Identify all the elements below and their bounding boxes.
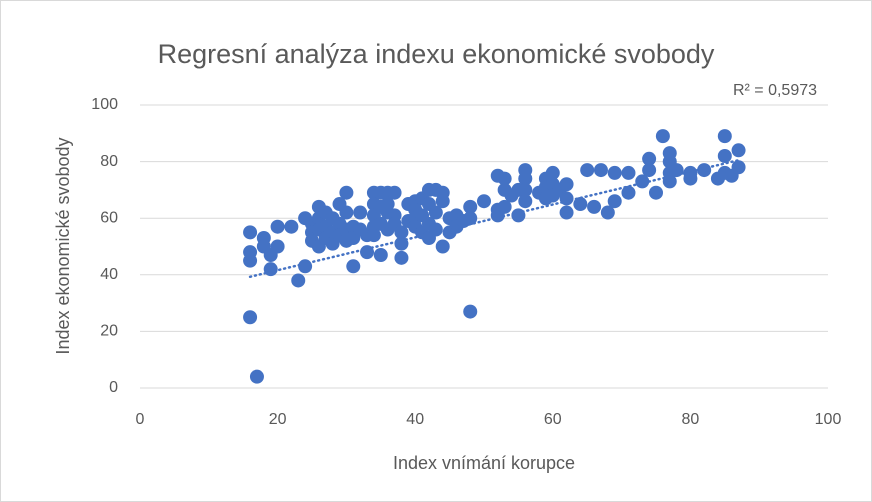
point xyxy=(243,253,258,268)
point xyxy=(559,177,574,192)
point xyxy=(435,194,450,209)
point xyxy=(284,219,299,234)
point xyxy=(463,211,478,226)
point xyxy=(298,259,313,274)
point xyxy=(649,185,663,200)
x-tick-label: 20 xyxy=(269,411,287,428)
point xyxy=(580,163,595,178)
point xyxy=(662,174,677,189)
point xyxy=(717,148,732,163)
point xyxy=(353,205,368,220)
x-tick-label: 100 xyxy=(815,411,842,428)
point xyxy=(463,304,478,319)
point xyxy=(518,171,533,186)
point xyxy=(339,185,354,200)
point xyxy=(593,163,608,178)
point xyxy=(573,197,588,212)
point xyxy=(243,225,258,240)
point xyxy=(373,247,388,262)
point xyxy=(559,205,574,220)
point xyxy=(731,160,746,175)
point xyxy=(435,239,450,254)
trendline xyxy=(248,158,740,279)
y-axis-label: Index ekonomické svobody xyxy=(53,137,73,354)
point xyxy=(497,199,512,214)
point xyxy=(291,273,306,288)
point xyxy=(731,143,746,158)
x-tick-label: 0 xyxy=(136,411,145,428)
point xyxy=(394,250,409,265)
point xyxy=(621,185,636,200)
point xyxy=(621,165,636,180)
x-tick-label: 80 xyxy=(682,411,700,428)
point xyxy=(463,199,478,214)
point xyxy=(366,228,381,243)
point xyxy=(717,129,732,144)
point xyxy=(518,194,533,209)
point xyxy=(339,205,354,220)
point xyxy=(607,194,622,209)
point xyxy=(642,151,657,166)
point xyxy=(642,163,657,178)
point xyxy=(387,185,402,200)
y-tick-label: 80 xyxy=(100,153,118,170)
point xyxy=(545,165,560,180)
point xyxy=(263,262,278,277)
point xyxy=(518,182,533,197)
point xyxy=(249,369,264,384)
point xyxy=(477,194,491,209)
point xyxy=(394,225,409,240)
point xyxy=(655,129,670,144)
y-tick-label: 0 xyxy=(109,379,118,396)
point xyxy=(360,245,375,260)
point xyxy=(607,165,622,180)
x-tick-label: 40 xyxy=(406,411,424,428)
annotation: R² = 0,5973 xyxy=(733,82,817,99)
point xyxy=(270,219,285,234)
y-tick-label: 100 xyxy=(91,96,118,113)
point xyxy=(600,205,615,220)
point xyxy=(243,310,258,325)
point xyxy=(428,222,443,237)
point xyxy=(669,163,684,178)
y-tick-label: 60 xyxy=(100,209,118,226)
point xyxy=(270,239,285,254)
point xyxy=(346,259,361,274)
point xyxy=(497,171,512,186)
y-tick-label: 40 xyxy=(100,266,118,283)
x-tick-label: 60 xyxy=(544,411,562,428)
point xyxy=(683,171,698,186)
point xyxy=(587,199,602,214)
point xyxy=(428,205,443,220)
y-tick-label: 20 xyxy=(100,323,118,340)
chart-title: Regresní analýza indexu ekonomické svobo… xyxy=(158,39,715,69)
x-axis-label: Index vnímání korupce xyxy=(393,453,575,473)
